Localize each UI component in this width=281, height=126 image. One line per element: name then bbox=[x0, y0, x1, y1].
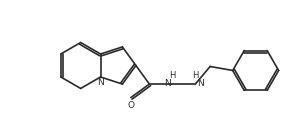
Text: N: N bbox=[164, 79, 171, 88]
Text: O: O bbox=[127, 101, 134, 110]
Text: N: N bbox=[97, 78, 104, 87]
Text: H: H bbox=[169, 71, 176, 81]
Text: H: H bbox=[192, 71, 198, 81]
Text: N: N bbox=[197, 79, 204, 88]
